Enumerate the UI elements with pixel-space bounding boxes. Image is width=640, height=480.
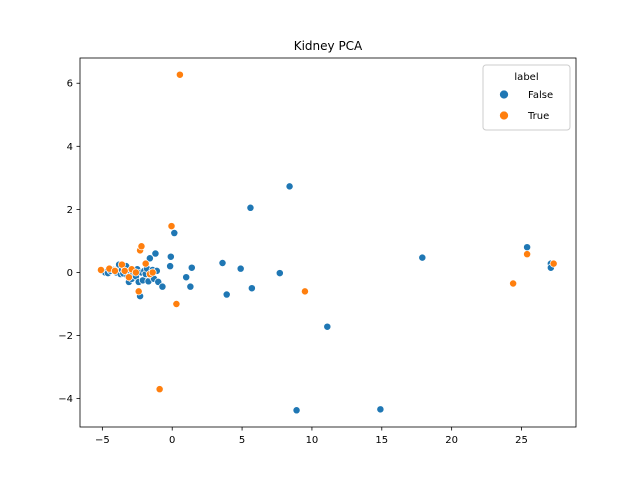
data-point-false xyxy=(166,262,175,271)
data-point-true xyxy=(167,222,176,231)
legend-items: False True xyxy=(499,89,553,122)
data-point-false xyxy=(151,249,160,258)
data-point-true xyxy=(134,287,143,296)
y-tick-label: 2 xyxy=(67,205,73,216)
data-point-true xyxy=(509,279,518,288)
x-tick-label: 25 xyxy=(515,435,528,446)
legend-label: True xyxy=(527,111,549,122)
data-point-false xyxy=(523,243,532,252)
data-point-false xyxy=(158,282,167,291)
data-point-false xyxy=(285,182,294,191)
x-tick-label: 20 xyxy=(445,435,458,446)
data-point-true xyxy=(124,273,133,282)
data-point-true xyxy=(155,385,164,394)
data-point-true xyxy=(97,265,105,274)
legend-marker xyxy=(499,110,509,121)
data-point-false xyxy=(222,290,231,299)
data-point-false xyxy=(376,405,385,414)
data-point-false xyxy=(145,254,154,263)
data-point-true xyxy=(120,266,129,275)
data-point-false xyxy=(323,322,332,331)
data-point-false xyxy=(247,284,256,293)
legend-label: False xyxy=(528,90,553,101)
data-point-true xyxy=(523,250,532,259)
data-point-true xyxy=(131,268,140,277)
x-tick-label: 15 xyxy=(375,435,388,446)
x-tick-label: 5 xyxy=(239,435,245,446)
y-tick-label: 0 xyxy=(67,268,73,279)
y-tick-label: 6 xyxy=(67,79,73,90)
chart-title: Kidney PCA xyxy=(294,39,363,53)
x-tick-label: 0 xyxy=(169,435,175,446)
data-point-true xyxy=(300,287,309,296)
data-point-true xyxy=(141,259,150,268)
data-point-false xyxy=(236,264,245,273)
legend-marker xyxy=(499,89,509,100)
data-points xyxy=(97,70,558,415)
data-point-false xyxy=(170,229,179,237)
data-point-false xyxy=(275,269,284,278)
y-tick-label: 4 xyxy=(67,142,73,153)
data-point-true xyxy=(175,70,184,79)
x-tick-label: 10 xyxy=(306,435,319,446)
y-axis: −4 −2 0 2 4 6 xyxy=(58,79,80,405)
data-point-false xyxy=(166,252,175,261)
data-point-false xyxy=(418,253,427,262)
data-point-true xyxy=(137,242,146,251)
data-point-false xyxy=(186,282,195,291)
x-axis: −5 0 5 10 15 20 25 xyxy=(95,427,528,446)
y-tick-label: −4 xyxy=(58,394,73,405)
legend-title: label xyxy=(514,72,538,83)
plot-frame xyxy=(79,57,577,428)
data-point-true xyxy=(148,268,157,277)
y-tick-label: −2 xyxy=(58,331,73,342)
x-tick-label: −5 xyxy=(95,435,110,446)
data-point-true xyxy=(549,259,558,268)
data-point-true xyxy=(110,266,119,275)
data-point-false xyxy=(292,406,301,415)
data-point-false xyxy=(187,263,196,272)
data-point-true xyxy=(172,300,181,308)
data-point-false xyxy=(218,259,227,267)
data-point-false xyxy=(246,203,255,212)
legend: label False True xyxy=(482,64,571,131)
data-point-false xyxy=(182,273,191,282)
